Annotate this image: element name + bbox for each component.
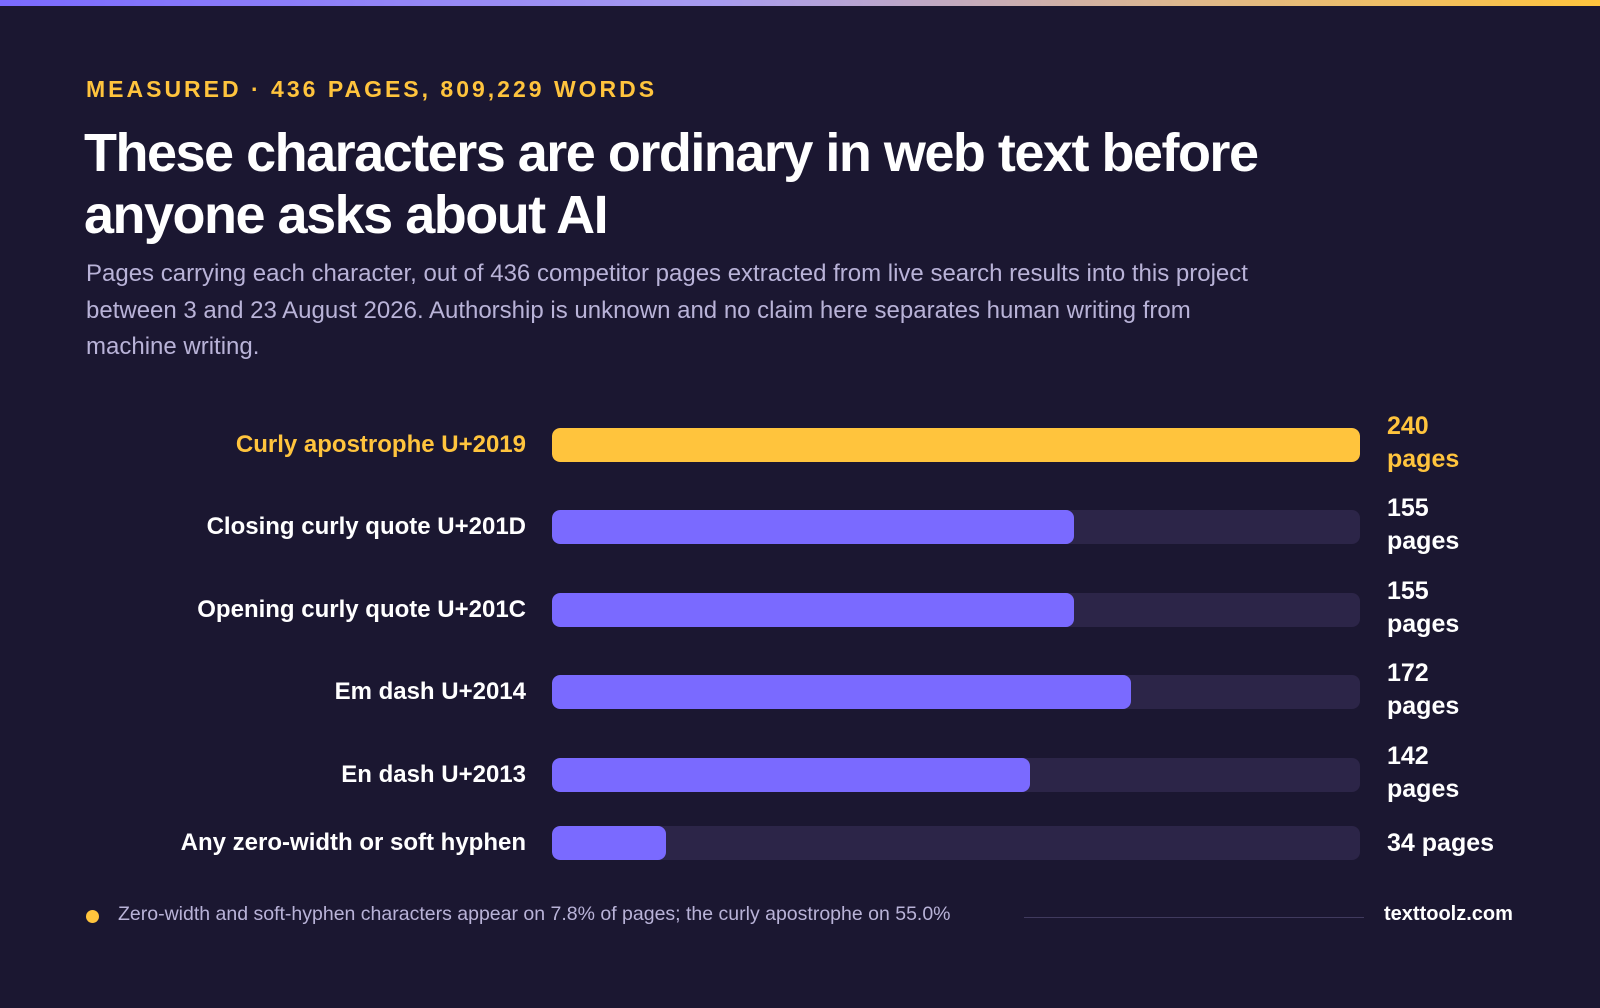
bar-track (552, 675, 1360, 709)
bar-value-unit: pages (1387, 527, 1460, 555)
bar-row: Em dash U+2014 172 pages (0, 659, 1600, 720)
bar-row: En dash U+2013 142 pages (0, 742, 1600, 803)
bar-row: Curly apostrophe U+2019 240 pages (0, 412, 1600, 473)
bar (552, 510, 1074, 544)
bar-track (552, 428, 1360, 462)
bar-value-unit: pages (1421, 829, 1495, 857)
bar (552, 675, 1131, 709)
bar-value-number: 172 (1387, 659, 1429, 687)
bar-track (552, 758, 1360, 792)
bar-value-label: 240 pages (1387, 410, 1587, 476)
bar-value-number: 34 (1387, 829, 1422, 857)
bar-track (552, 510, 1360, 544)
bar-row: Closing curly quote U+201D 155 pages (0, 494, 1600, 555)
bar-value-number: 155 (1387, 494, 1429, 522)
bar-category-label: Em dash U+2014 (334, 678, 526, 705)
bar-category-label: En dash U+2013 (341, 761, 526, 788)
footer-note: Zero-width and soft-hyphen characters ap… (118, 903, 951, 925)
bar-value-label: 155 pages (1387, 575, 1587, 641)
bar-value-label: 142 pages (1387, 740, 1587, 806)
bar-category-label: Opening curly quote U+201C (197, 596, 526, 623)
chart-subtitle: Pages carrying each character, out of 43… (86, 260, 1248, 360)
bar-value-number: 155 (1387, 577, 1429, 605)
bar (552, 826, 666, 860)
eyebrow-label: MEASURED · 436 PAGES, 809,229 WORDS (86, 76, 658, 102)
footer-divider (1024, 917, 1364, 918)
brand-link[interactable]: texttoolz.com (1384, 903, 1513, 925)
bar-category-label: Any zero-width or soft hyphen (180, 829, 526, 856)
chart-title: These characters are ordinary in web tex… (84, 123, 1259, 245)
bar-category-label: Curly apostrophe U+2019 (235, 431, 526, 458)
bar-value-unit: pages (1387, 692, 1460, 720)
bar-value-unit: pages (1387, 610, 1460, 638)
bar-category-label: Closing curly quote U+201D (206, 513, 526, 540)
bar-row: Opening curly quote U+201C 155 pages (0, 577, 1600, 638)
bar-track (552, 826, 1360, 860)
top-accent-strip (0, 0, 1600, 6)
bar-value-number: 240 (1387, 412, 1429, 440)
bar (552, 428, 1360, 462)
bar-value-label: 155 pages (1387, 492, 1587, 558)
bar-track (552, 593, 1360, 627)
footer-bullet-icon (86, 910, 99, 923)
bar-value-unit: pages (1387, 445, 1460, 473)
bar-value-unit: pages (1387, 775, 1460, 803)
bar-value-number: 142 (1387, 742, 1429, 770)
bar-value-label: 34 pages (1387, 826, 1587, 860)
bar (552, 593, 1074, 627)
bar-row: Any zero-width or soft hyphen 34 pages (0, 826, 1600, 860)
bar (552, 758, 1030, 792)
bar-value-label: 172 pages (1387, 657, 1587, 723)
